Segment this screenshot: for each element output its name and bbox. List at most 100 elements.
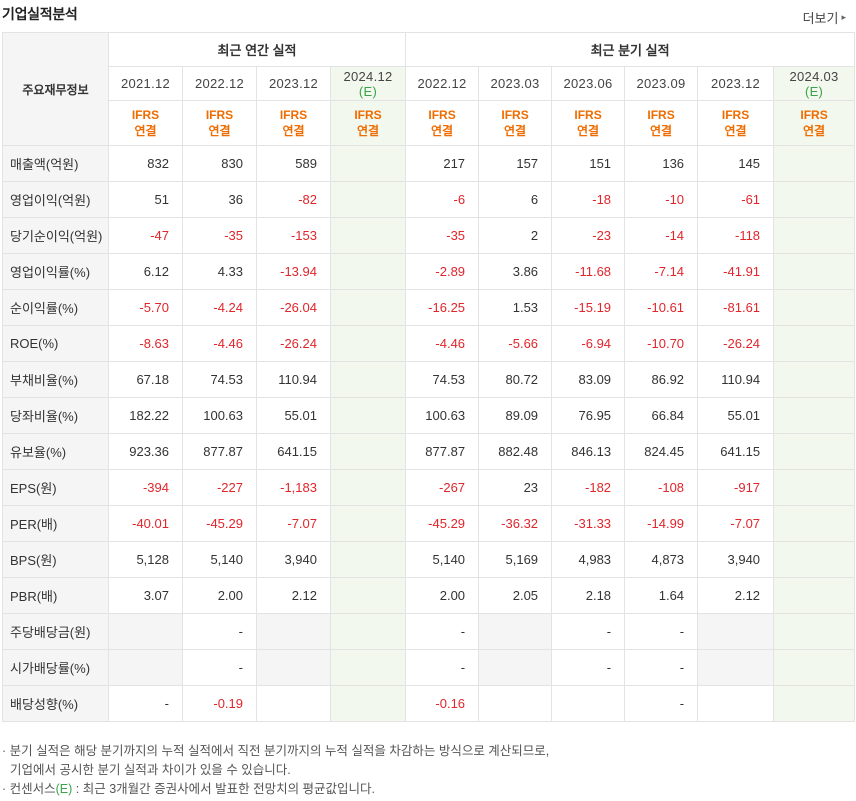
table-row: 당기순이익(억원) -47 -35 -153 -35 2 -23 -14 -118: [2, 217, 856, 254]
value-cell: -6: [405, 181, 480, 218]
ifrs-basis-label: IFRS 연결: [551, 100, 626, 146]
ifrs-basis-label: IFRS 연결: [256, 100, 331, 146]
footnote-quarterly-cont: 기업에서 공시한 분기 실적과 차이가 있을 수 있습니다.: [10, 763, 291, 777]
ifrs-basis-label: IFRS 연결: [478, 100, 553, 146]
value-cell: -47: [108, 217, 183, 254]
value-cell: [773, 469, 856, 506]
chevron-right-icon: ▸: [841, 12, 846, 22]
value-cell: [108, 649, 183, 686]
value-cell: -11.68: [551, 253, 626, 290]
row-label: 배당성향(%): [2, 685, 109, 722]
row-label: 주당배당금(원): [2, 613, 109, 650]
value-cell: 2.12: [256, 577, 331, 614]
value-cell: 76.95: [551, 397, 626, 434]
table-row: 순이익률(%) -5.70 -4.24 -26.04 -16.25 1.53 -15.19-…: [2, 289, 856, 326]
value-cell: [773, 541, 856, 578]
value-cell: 5,169: [478, 541, 553, 578]
value-cell: -: [182, 649, 257, 686]
value-cell: [773, 361, 856, 398]
value-cell: -4.24: [182, 289, 257, 326]
table-row: PBR(배) 3.07 2.00 2.12 2.00 2.05 2.18 1.64 2.12: [2, 577, 856, 614]
value-cell: [329, 685, 407, 722]
row-label: 시가배당률(%): [2, 649, 109, 686]
table-row: ROE(%) -8.63 -4.46 -26.24 -4.46 -5.66 -6.94 -10…: [2, 325, 856, 362]
value-cell: 36: [182, 181, 257, 218]
table-row: 영업이익률(%) 6.12 4.33 -13.94 -2.89 3.86 -11.68 -7.…: [2, 253, 856, 290]
value-cell: [329, 361, 407, 398]
value-cell: -227: [182, 469, 257, 506]
value-cell: [697, 685, 775, 722]
value-cell: -0.16: [405, 685, 480, 722]
value-cell: [256, 685, 331, 722]
value-cell: -26.24: [256, 325, 331, 362]
value-cell: [256, 649, 331, 686]
value-cell: 66.84: [624, 397, 699, 434]
value-cell: -13.94: [256, 253, 331, 290]
value-cell: [329, 433, 407, 470]
value-cell: [773, 685, 856, 722]
value-cell: 4,983: [551, 541, 626, 578]
ifrs-basis-label: IFRS 연결: [108, 100, 183, 146]
period-annual-0: 2021.12: [108, 66, 183, 101]
ifrs-basis-label: IFRS 연결: [329, 100, 407, 146]
ifrs-basis-label: IFRS 연결: [405, 100, 480, 146]
value-cell: [329, 325, 407, 362]
row-label: 영업이익(억원): [2, 181, 109, 218]
period-quarter-0: 2022.12: [405, 66, 480, 101]
value-cell: 110.94: [697, 361, 775, 398]
value-cell: 877.87: [405, 433, 480, 470]
value-cell: -267: [405, 469, 480, 506]
value-cell: -45.29: [182, 505, 257, 542]
table-row: 영업이익(억원) 51 36 -82 -6 6 -18 -10 -61: [2, 181, 856, 218]
value-cell: -35: [405, 217, 480, 254]
value-cell: 1.64: [624, 577, 699, 614]
more-link[interactable]: 더보기 ▸: [803, 8, 846, 27]
value-cell: [329, 505, 407, 542]
value-cell: 6: [478, 181, 553, 218]
value-cell: -8.63: [108, 325, 183, 362]
value-cell: [256, 613, 331, 650]
value-cell: -108: [624, 469, 699, 506]
value-cell: 882.48: [478, 433, 553, 470]
value-cell: 182.22: [108, 397, 183, 434]
value-cell: -45.29: [405, 505, 480, 542]
value-cell: -35: [182, 217, 257, 254]
value-cell: [329, 397, 407, 434]
value-cell: -40.01: [108, 505, 183, 542]
value-cell: -16.25: [405, 289, 480, 326]
quarter-group-header: 최근 분기 실적: [405, 32, 856, 67]
table-row: 주당배당금(원) - - - -: [2, 613, 856, 650]
annual-group-header: 최근 연간 실적: [107, 32, 407, 67]
value-cell: -81.61: [697, 289, 775, 326]
value-cell: 74.53: [405, 361, 480, 398]
value-cell: -153: [256, 217, 331, 254]
table-row: 배당성향(%) - -0.19 -0.16-: [2, 685, 856, 722]
value-cell: -: [624, 649, 699, 686]
value-cell: [773, 577, 856, 614]
value-cell: [697, 613, 775, 650]
value-cell: [329, 613, 407, 650]
value-cell: [773, 397, 856, 434]
value-cell: 2.00: [405, 577, 480, 614]
value-cell: 923.36: [108, 433, 183, 470]
value-cell: 824.45: [624, 433, 699, 470]
value-cell: [697, 649, 775, 686]
value-cell: 89.09: [478, 397, 553, 434]
row-label: 매출액(억원): [2, 145, 109, 182]
value-cell: [478, 685, 553, 722]
value-cell: 3.07: [108, 577, 183, 614]
value-cell: [773, 289, 856, 326]
value-cell: 51: [108, 181, 183, 218]
value-cell: -23: [551, 217, 626, 254]
ifrs-basis-label: IFRS 연결: [697, 100, 775, 146]
value-cell: -6.94: [551, 325, 626, 362]
row-label: 유보율(%): [2, 433, 109, 470]
value-cell: 4.33: [182, 253, 257, 290]
value-cell: [478, 649, 553, 686]
value-cell: 641.15: [697, 433, 775, 470]
footnote-quarterly: · 분기 실적은 해당 분기까지의 누적 실적에서 직전 분기까지의 누적 실적…: [2, 744, 550, 758]
value-cell: -18: [551, 181, 626, 218]
value-cell: 145: [697, 145, 775, 182]
value-cell: -: [624, 685, 699, 722]
table-row: 부채비율(%) 67.18 74.53 110.94 74.53 80.72 83.09 86…: [2, 361, 856, 398]
